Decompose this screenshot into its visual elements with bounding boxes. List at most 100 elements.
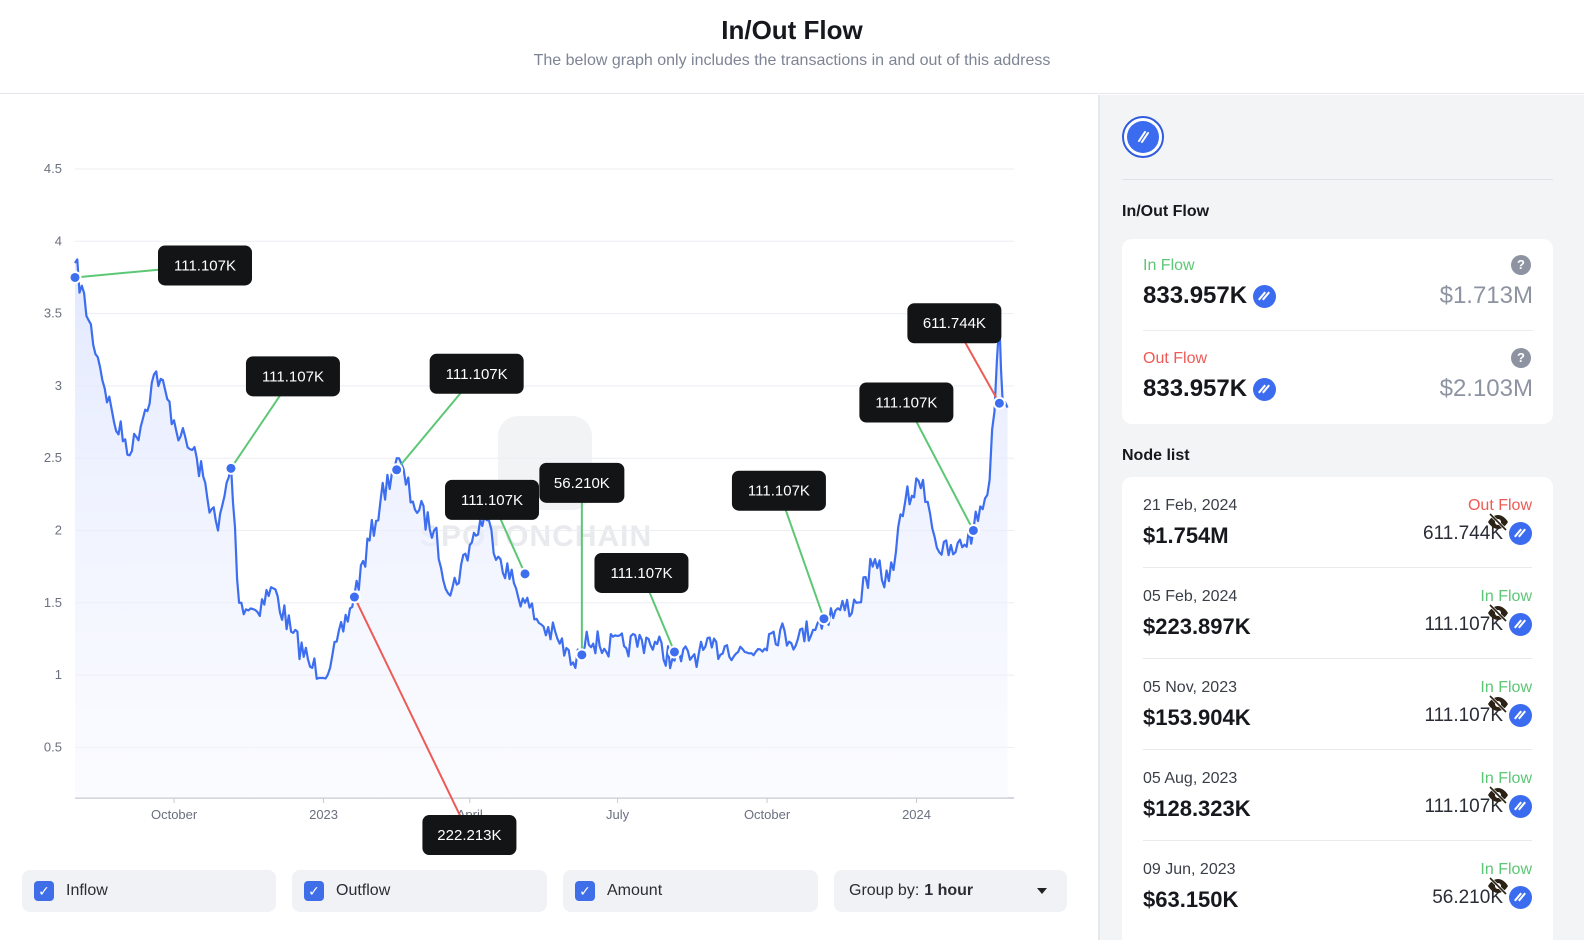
amount-toggle[interactable]: ✓ Amount — [563, 870, 818, 912]
list-item[interactable]: 09 Jun, 2023 $63.150K In Flow 56.210K — [1143, 841, 1532, 932]
annotation-label-box — [245, 356, 340, 397]
inflow-toggle[interactable]: ✓ Inflow — [22, 870, 276, 912]
list-item[interactable]: 21 Feb, 2024 $1.754M Out Flow 611.744K — [1143, 477, 1532, 568]
chevron-down-icon — [1037, 888, 1047, 894]
annotation-label: 111.107K — [262, 368, 324, 385]
annotation-label: 111.107K — [748, 483, 810, 500]
eye-slash-icon[interactable] — [1486, 601, 1510, 625]
sidebar: In/Out Flow In Flow ? 833.957K $1.713M O… — [1100, 95, 1584, 940]
y-tick-label: 1 — [55, 667, 62, 682]
list-item[interactable]: 05 Nov, 2023 $153.904K In Flow 111.107K — [1143, 659, 1532, 750]
help-icon[interactable]: ? — [1511, 255, 1531, 275]
page-title: In/Out Flow — [721, 15, 863, 45]
x-tick-label: July — [606, 807, 630, 822]
node-direction: In Flow — [1480, 679, 1532, 696]
node-usd: $128.323K — [1143, 796, 1251, 821]
node-date: 21 Feb, 2024 — [1143, 497, 1238, 514]
token-logo-icon — [1122, 116, 1164, 158]
eye-slash-icon[interactable] — [1486, 510, 1510, 534]
annotation-label: 111.107K — [461, 492, 523, 509]
inout-section-title: In/Out Flow — [1122, 203, 1210, 220]
amount-checkbox[interactable]: ✓ — [575, 881, 595, 901]
outflow-checkbox[interactable]: ✓ — [304, 881, 324, 901]
eye-slash-icon[interactable] — [1486, 874, 1510, 898]
token-icon — [1509, 886, 1532, 909]
annotation-label: 111.107K — [875, 394, 937, 411]
inflow-checkbox[interactable]: ✓ — [34, 881, 54, 901]
node-amount-value: 111.107K — [1424, 704, 1503, 726]
y-tick-label: 1.5 — [44, 595, 62, 610]
annotation-label-box — [422, 815, 517, 855]
annotation-point — [224, 461, 238, 475]
node-amount: 111.107K — [1424, 613, 1532, 636]
y-tick-label: 0.5 — [44, 739, 62, 754]
node-date: 05 Aug, 2023 — [1143, 770, 1238, 787]
y-tick-label: 4 — [55, 233, 62, 248]
annotation-point — [390, 463, 404, 477]
area-fill — [75, 259, 1008, 798]
annotation-label-box — [429, 353, 524, 394]
node-amount: 111.107K — [1424, 704, 1532, 727]
outflow-label: Outflow — [336, 882, 391, 899]
annotation-label-box — [859, 382, 954, 423]
annotation-point — [518, 567, 532, 581]
chart-area: SPOTONCHAIN 0.5 1 1.5 2 2.5 3 3.5 4 4.5 October 20… — [0, 95, 1098, 940]
help-icon[interactable]: ? — [1511, 348, 1531, 368]
node-date: 09 Jun, 2023 — [1143, 861, 1236, 878]
list-item[interactable]: 05 Feb, 2024 $223.897K In Flow 111.107K — [1143, 568, 1532, 659]
annotation-point — [667, 645, 681, 659]
x-tick-label: October — [151, 807, 198, 822]
out-flow-usd: $2.103M — [1439, 375, 1533, 402]
node-date: 05 Feb, 2024 — [1143, 588, 1238, 605]
list-item[interactable]: 05 Aug, 2023 $128.323K In Flow 111.107K — [1143, 750, 1532, 841]
annotation-label: 111.107K — [446, 366, 508, 383]
annotation-connector — [353, 596, 471, 836]
token-icon — [1509, 795, 1532, 818]
eye-slash-icon[interactable] — [1486, 692, 1510, 716]
outflow-toggle[interactable]: ✓ Outflow — [292, 870, 547, 912]
y-tick-label: 2 — [55, 522, 62, 537]
y-tick-label: 3.5 — [44, 306, 62, 321]
in-flow-usd: $1.713M — [1439, 282, 1533, 309]
node-direction: In Flow — [1480, 588, 1532, 605]
annotation-label-box — [907, 303, 1002, 344]
eye-slash-icon[interactable] — [1486, 783, 1510, 807]
node-usd: $63.150K — [1143, 887, 1239, 912]
token-icon — [1253, 284, 1277, 308]
node-list: 21 Feb, 2024 $1.754M Out Flow 611.744K 0… — [1122, 477, 1553, 940]
node-amount-value: 111.107K — [1424, 795, 1503, 817]
token-icon — [1509, 522, 1532, 545]
node-date: 05 Nov, 2023 — [1143, 679, 1237, 696]
annotation-label-box — [445, 479, 540, 520]
token-icon — [1509, 613, 1532, 636]
flow-summary-card: In Flow ? 833.957K $1.713M Out Flow ? 83… — [1122, 239, 1553, 424]
node-amount-value: 111.107K — [1424, 613, 1503, 635]
annotation-label: 611.744K — [923, 315, 986, 332]
annotation-label-box — [731, 470, 826, 511]
annotation-label-box — [594, 552, 689, 593]
annotation-point — [347, 590, 361, 604]
page-subtitle: The below graph only includes the transa… — [533, 52, 1051, 69]
annotation-point — [575, 648, 589, 662]
node-amount: 111.107K — [1424, 795, 1532, 818]
annotation-label: 111.107K — [174, 257, 236, 274]
node-amount-value: 56.210K — [1432, 886, 1503, 908]
y-tick-label: 3 — [55, 378, 62, 393]
out-flow-label: Out Flow — [1143, 350, 1208, 367]
y-tick-label: 2.5 — [44, 450, 62, 465]
node-direction: In Flow — [1480, 861, 1532, 878]
annotation-label: 111.107K — [610, 565, 672, 582]
out-flow-row: Out Flow ? 833.957K $2.103M — [1143, 332, 1533, 424]
group-by-select[interactable]: Group by: 1 hour — [834, 870, 1067, 912]
node-usd: $223.897K — [1143, 614, 1251, 639]
panel-divider — [1098, 95, 1100, 940]
y-tick-label: 4.5 — [44, 161, 62, 176]
annotation-point — [992, 396, 1006, 410]
node-amount: 611.744K — [1423, 522, 1532, 545]
node-usd: $1.754M — [1143, 523, 1229, 548]
in-flow-amount-value: 833.957K — [1143, 282, 1248, 309]
watermark-text: SPOTONCHAIN — [420, 520, 653, 553]
node-direction: In Flow — [1480, 770, 1532, 787]
annotation-label: 222.213K — [437, 827, 501, 844]
